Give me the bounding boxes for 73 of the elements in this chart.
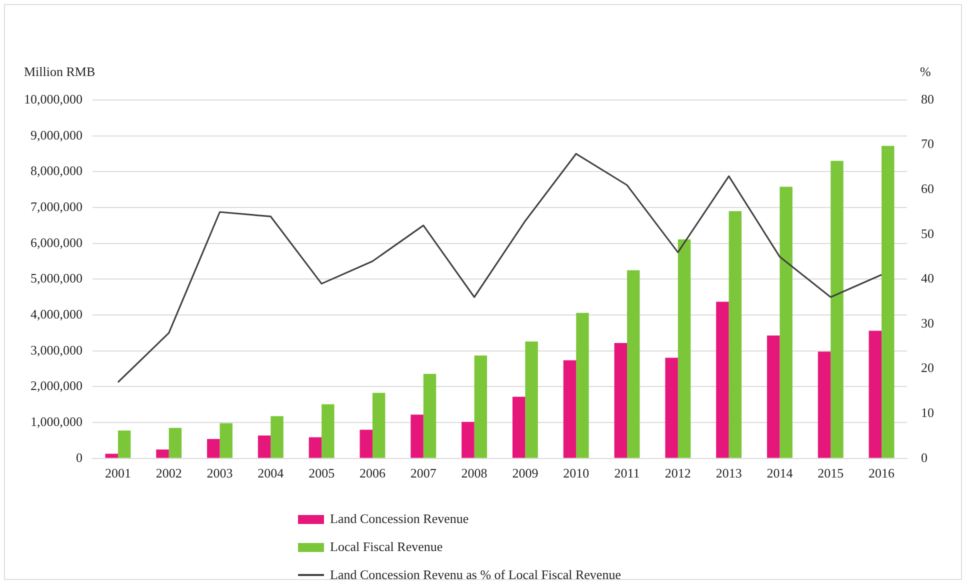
y-tick-label: 6,000,000 — [30, 234, 82, 250]
bar — [156, 449, 169, 458]
y2-axis-title: % — [920, 64, 931, 80]
bar — [576, 312, 589, 458]
y2-tick-label: 50 — [921, 226, 934, 241]
bar — [372, 392, 386, 458]
bar — [410, 414, 424, 458]
x-tick-label: 2016 — [868, 466, 896, 481]
y-tick-label: 4,000,000 — [30, 306, 82, 322]
x-tick-label: 2008 — [461, 466, 488, 481]
bar — [882, 146, 894, 458]
y-axis-title: Million RMB — [24, 64, 96, 80]
bar — [462, 422, 474, 458]
bar — [207, 439, 220, 458]
x-tick-label: 2015 — [818, 466, 844, 481]
x-tick-label: 2006 — [359, 466, 386, 481]
y-tick-label: 8,000,000 — [30, 163, 82, 178]
legend-label: Local Fiscal Revenue — [330, 539, 443, 555]
y-tick-label: 3,000,000 — [30, 342, 82, 358]
x-tick-label: 2002 — [156, 466, 182, 481]
x-tick-label: 2003 — [206, 466, 233, 481]
legend-label: Land Concession Revenu as % of Local Fiscal Revenue — [330, 567, 621, 583]
x-tick-label: 2001 — [104, 466, 131, 481]
y2-tick-label: 40 — [921, 270, 934, 286]
y2-tick-label: 60 — [921, 181, 934, 196]
y-tick-label: 0 — [76, 450, 82, 465]
bar — [512, 396, 526, 458]
y2-tick-label: 30 — [921, 315, 934, 330]
y2-tick-label: 0 — [921, 450, 928, 465]
bar — [716, 302, 729, 458]
x-tick-label: 2007 — [410, 466, 437, 481]
y-tick-label: 7,000,000 — [30, 198, 82, 214]
bar — [423, 374, 436, 458]
x-tick-label: 2009 — [512, 466, 538, 481]
bar — [118, 430, 131, 458]
x-tick-label: 2013 — [716, 466, 742, 481]
bar — [728, 211, 742, 458]
x-tick-label: 2011 — [614, 466, 640, 481]
bar — [168, 428, 182, 458]
bar — [322, 404, 334, 458]
bar — [525, 342, 538, 458]
y2-tick-label: 70 — [921, 136, 934, 152]
bar — [678, 239, 691, 458]
bar — [830, 160, 844, 458]
bar — [105, 454, 118, 458]
legend-label: Land Concession Revenue — [330, 511, 469, 527]
bar — [220, 423, 232, 458]
bar — [868, 330, 882, 458]
bar — [270, 416, 284, 458]
bar — [308, 437, 322, 458]
bar — [258, 435, 271, 458]
bar — [665, 358, 678, 458]
x-tick-label: 2010 — [563, 466, 590, 481]
bar — [614, 342, 628, 458]
x-tick-label: 2005 — [308, 466, 335, 481]
x-tick-label: 2012 — [664, 466, 691, 481]
bar — [780, 186, 792, 458]
y2-tick-label: 80 — [921, 91, 934, 106]
bar — [360, 430, 372, 458]
y2-tick-label: 10 — [921, 405, 934, 420]
y-tick-label: 1,000,000 — [30, 414, 82, 429]
y-tick-label: 9,000,000 — [30, 127, 82, 142]
x-tick-label: 2014 — [766, 466, 794, 481]
y-tick-label: 5,000,000 — [30, 270, 82, 286]
bar — [563, 360, 576, 458]
x-tick-label: 2004 — [258, 466, 284, 481]
y2-tick-label: 20 — [921, 360, 934, 376]
bar — [767, 335, 780, 458]
bar — [627, 270, 640, 458]
bar — [474, 356, 488, 458]
bar — [818, 352, 831, 458]
y-tick-label: 10,000,000 — [24, 91, 82, 106]
y-tick-label: 2,000,000 — [30, 378, 82, 394]
